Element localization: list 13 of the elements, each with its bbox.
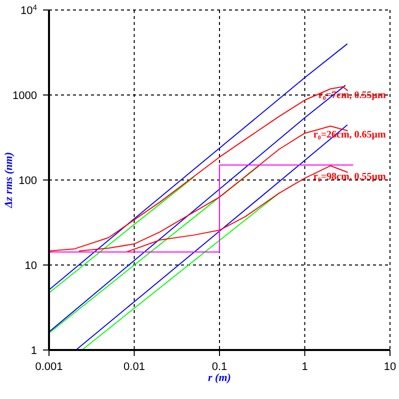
y-tick-label: 10: [24, 260, 37, 272]
x-tick-label: 0.01: [124, 361, 145, 373]
x-tick-label: 0.1: [212, 361, 228, 373]
series-label: r₀=98cm, 0.55μm: [313, 171, 386, 182]
x-axis-title: r (m): [208, 372, 231, 384]
y-tick-label: 10$^{4}$: [20, 2, 38, 17]
x-tick-label: 0.001: [35, 361, 63, 373]
x-tick-label: 1: [302, 361, 308, 373]
y-axis-title: Δz rms (nm): [2, 152, 15, 209]
y-tick-label: 1000: [12, 90, 37, 102]
x-tick-label: 10: [384, 361, 396, 373]
y-tick-label: 100: [18, 175, 37, 187]
y-tick-label: 1: [30, 345, 37, 357]
